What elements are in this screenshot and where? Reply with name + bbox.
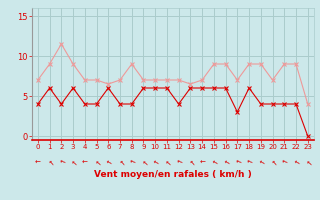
- Text: ←: ←: [211, 159, 217, 165]
- Text: ←: ←: [45, 159, 54, 168]
- Text: ←: ←: [305, 159, 311, 165]
- Text: ←: ←: [140, 159, 148, 168]
- Text: ←: ←: [292, 159, 300, 168]
- Text: ←: ←: [81, 159, 89, 168]
- Text: ←: ←: [92, 159, 100, 168]
- Text: ←: ←: [151, 159, 159, 168]
- Text: ←: ←: [128, 159, 135, 167]
- Text: ←: ←: [34, 159, 42, 167]
- Text: ←: ←: [69, 159, 77, 168]
- Text: ←: ←: [116, 159, 124, 168]
- Text: ←: ←: [105, 159, 111, 165]
- Text: ←: ←: [269, 159, 276, 167]
- Text: ←: ←: [233, 159, 242, 168]
- Text: ←: ←: [176, 159, 182, 165]
- Text: ←: ←: [198, 159, 206, 168]
- Text: ←: ←: [188, 159, 193, 165]
- Text: ←: ←: [223, 159, 228, 165]
- Text: ←: ←: [57, 159, 66, 168]
- Text: ←: ←: [163, 159, 171, 168]
- X-axis label: Vent moyen/en rafales ( km/h ): Vent moyen/en rafales ( km/h ): [94, 170, 252, 179]
- Text: ←: ←: [280, 159, 288, 168]
- Text: ←: ←: [257, 159, 265, 168]
- Text: ←: ←: [245, 159, 253, 167]
